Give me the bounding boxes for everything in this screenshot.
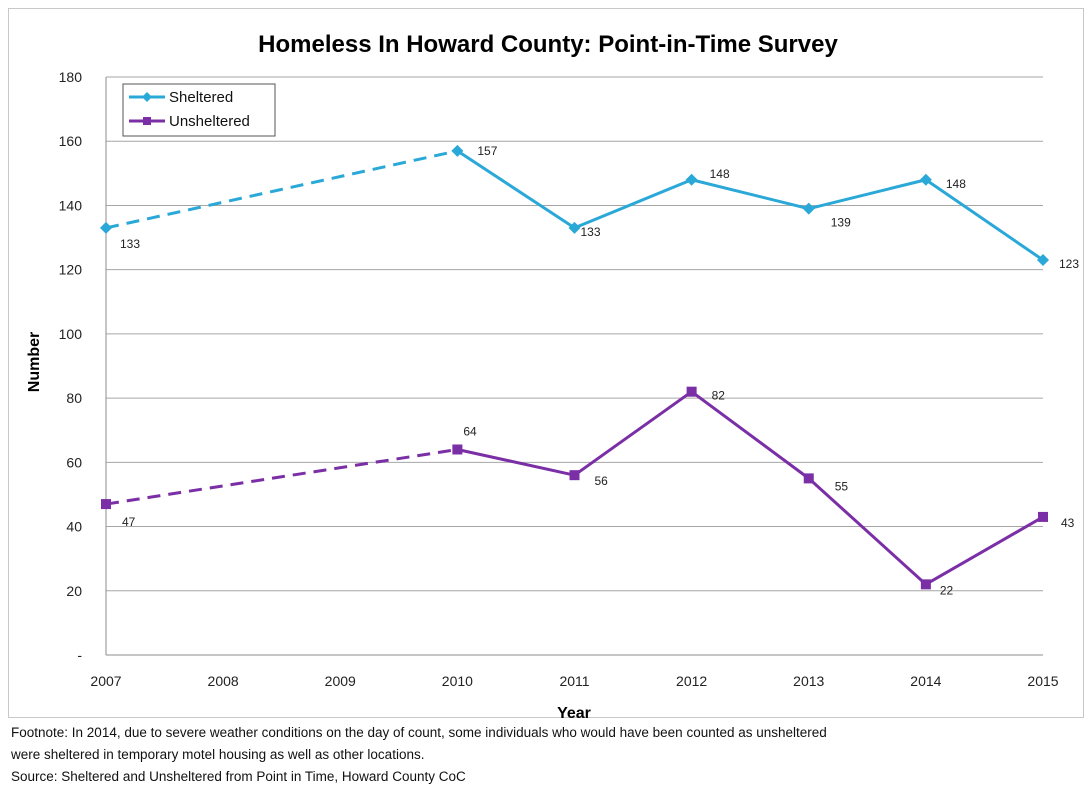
sheltered-data-label: 157 bbox=[477, 144, 497, 158]
unsheltered-line-segment bbox=[105, 448, 458, 506]
footnote-line-2: were sheltered in temporary motel housin… bbox=[11, 747, 425, 762]
sheltered-line-segment bbox=[925, 178, 1044, 262]
y-tick-label: 140 bbox=[59, 197, 83, 213]
x-tick-label: 2015 bbox=[1027, 673, 1058, 689]
x-tick-label: 2014 bbox=[910, 673, 941, 689]
unsheltered-line-segment bbox=[925, 515, 1044, 586]
unsheltered-data-label: 64 bbox=[463, 424, 477, 438]
footnote-line-1: Footnote: In 2014, due to severe weather… bbox=[11, 725, 827, 740]
unsheltered-point bbox=[569, 470, 580, 481]
sheltered-point bbox=[802, 202, 815, 215]
sheltered-line-segment bbox=[573, 178, 693, 230]
x-tick-label: 2012 bbox=[676, 673, 707, 689]
x-tick-label: 2008 bbox=[208, 673, 239, 689]
sheltered-data-label: 133 bbox=[120, 237, 140, 251]
x-tick-label: 2013 bbox=[793, 673, 824, 689]
sheltered-point bbox=[1037, 254, 1049, 267]
unsheltered-data-label: 56 bbox=[595, 474, 609, 488]
y-tick-label: 180 bbox=[59, 69, 83, 85]
unsheltered-data-label: 55 bbox=[835, 479, 849, 493]
unsheltered-data-label: 47 bbox=[122, 515, 136, 529]
y-tick-label: - bbox=[77, 647, 82, 663]
line-chart: Homeless In Howard County: Point-in-Time… bbox=[26, 31, 1079, 720]
x-axis-title: Year bbox=[557, 705, 591, 720]
sheltered-data-label: 139 bbox=[831, 216, 851, 230]
unsheltered-point bbox=[803, 473, 814, 484]
y-tick-label: 120 bbox=[59, 262, 83, 278]
unsheltered-line-segment bbox=[690, 390, 810, 480]
legend-sheltered-marker bbox=[142, 92, 152, 102]
chart-frame bbox=[8, 8, 1084, 718]
unsheltered-data-label: 43 bbox=[1061, 516, 1075, 530]
y-tick-label: 160 bbox=[59, 133, 83, 149]
sheltered-data-label: 148 bbox=[946, 177, 966, 191]
legend-unsheltered-marker bbox=[143, 117, 151, 125]
y-tick-label: 100 bbox=[59, 326, 83, 342]
y-axis-title: Number bbox=[26, 332, 43, 392]
y-tick-label: 60 bbox=[66, 454, 82, 470]
sheltered-data-label: 133 bbox=[581, 225, 601, 239]
sheltered-point bbox=[451, 144, 464, 157]
sheltered-point bbox=[919, 173, 932, 186]
legend-sheltered-label: Sheltered bbox=[169, 89, 233, 106]
source-line: Source: Sheltered and Unsheltered from P… bbox=[11, 769, 466, 784]
x-tick-label: 2009 bbox=[325, 673, 356, 689]
legend-unsheltered-label: Unsheltered bbox=[169, 113, 250, 130]
x-tick-label: 2007 bbox=[90, 673, 121, 689]
x-tick-label: 2010 bbox=[442, 673, 473, 689]
y-tick-label: 40 bbox=[66, 519, 82, 535]
sheltered-point bbox=[100, 221, 112, 234]
sheltered-point bbox=[568, 221, 581, 234]
unsheltered-data-label: 82 bbox=[712, 389, 726, 403]
unsheltered-data-label: 22 bbox=[940, 583, 954, 597]
sheltered-data-label: 123 bbox=[1059, 257, 1079, 271]
y-tick-label: 20 bbox=[66, 583, 82, 599]
unsheltered-line-segment bbox=[573, 390, 693, 477]
sheltered-data-label: 148 bbox=[710, 167, 730, 181]
sheltered-point bbox=[685, 173, 698, 186]
sheltered-line-segment bbox=[456, 149, 576, 230]
unsheltered-point bbox=[452, 444, 463, 455]
legend-box bbox=[122, 83, 276, 137]
unsheltered-point bbox=[1038, 511, 1048, 522]
sheltered-line-segment bbox=[105, 149, 458, 230]
unsheltered-point bbox=[686, 386, 697, 397]
x-tick-label: 2011 bbox=[559, 673, 589, 689]
unsheltered-line-segment bbox=[807, 477, 927, 586]
sheltered-line-segment bbox=[691, 178, 810, 211]
sheltered-line-segment bbox=[808, 178, 927, 211]
y-tick-label: 80 bbox=[66, 390, 82, 406]
footnotes: Footnote: In 2014, due to severe weather… bbox=[11, 722, 1081, 788]
unsheltered-line-segment bbox=[457, 448, 575, 477]
unsheltered-point bbox=[101, 499, 111, 510]
chart-title: Homeless In Howard County: Point-in-Time… bbox=[258, 31, 838, 58]
unsheltered-point bbox=[920, 579, 931, 590]
